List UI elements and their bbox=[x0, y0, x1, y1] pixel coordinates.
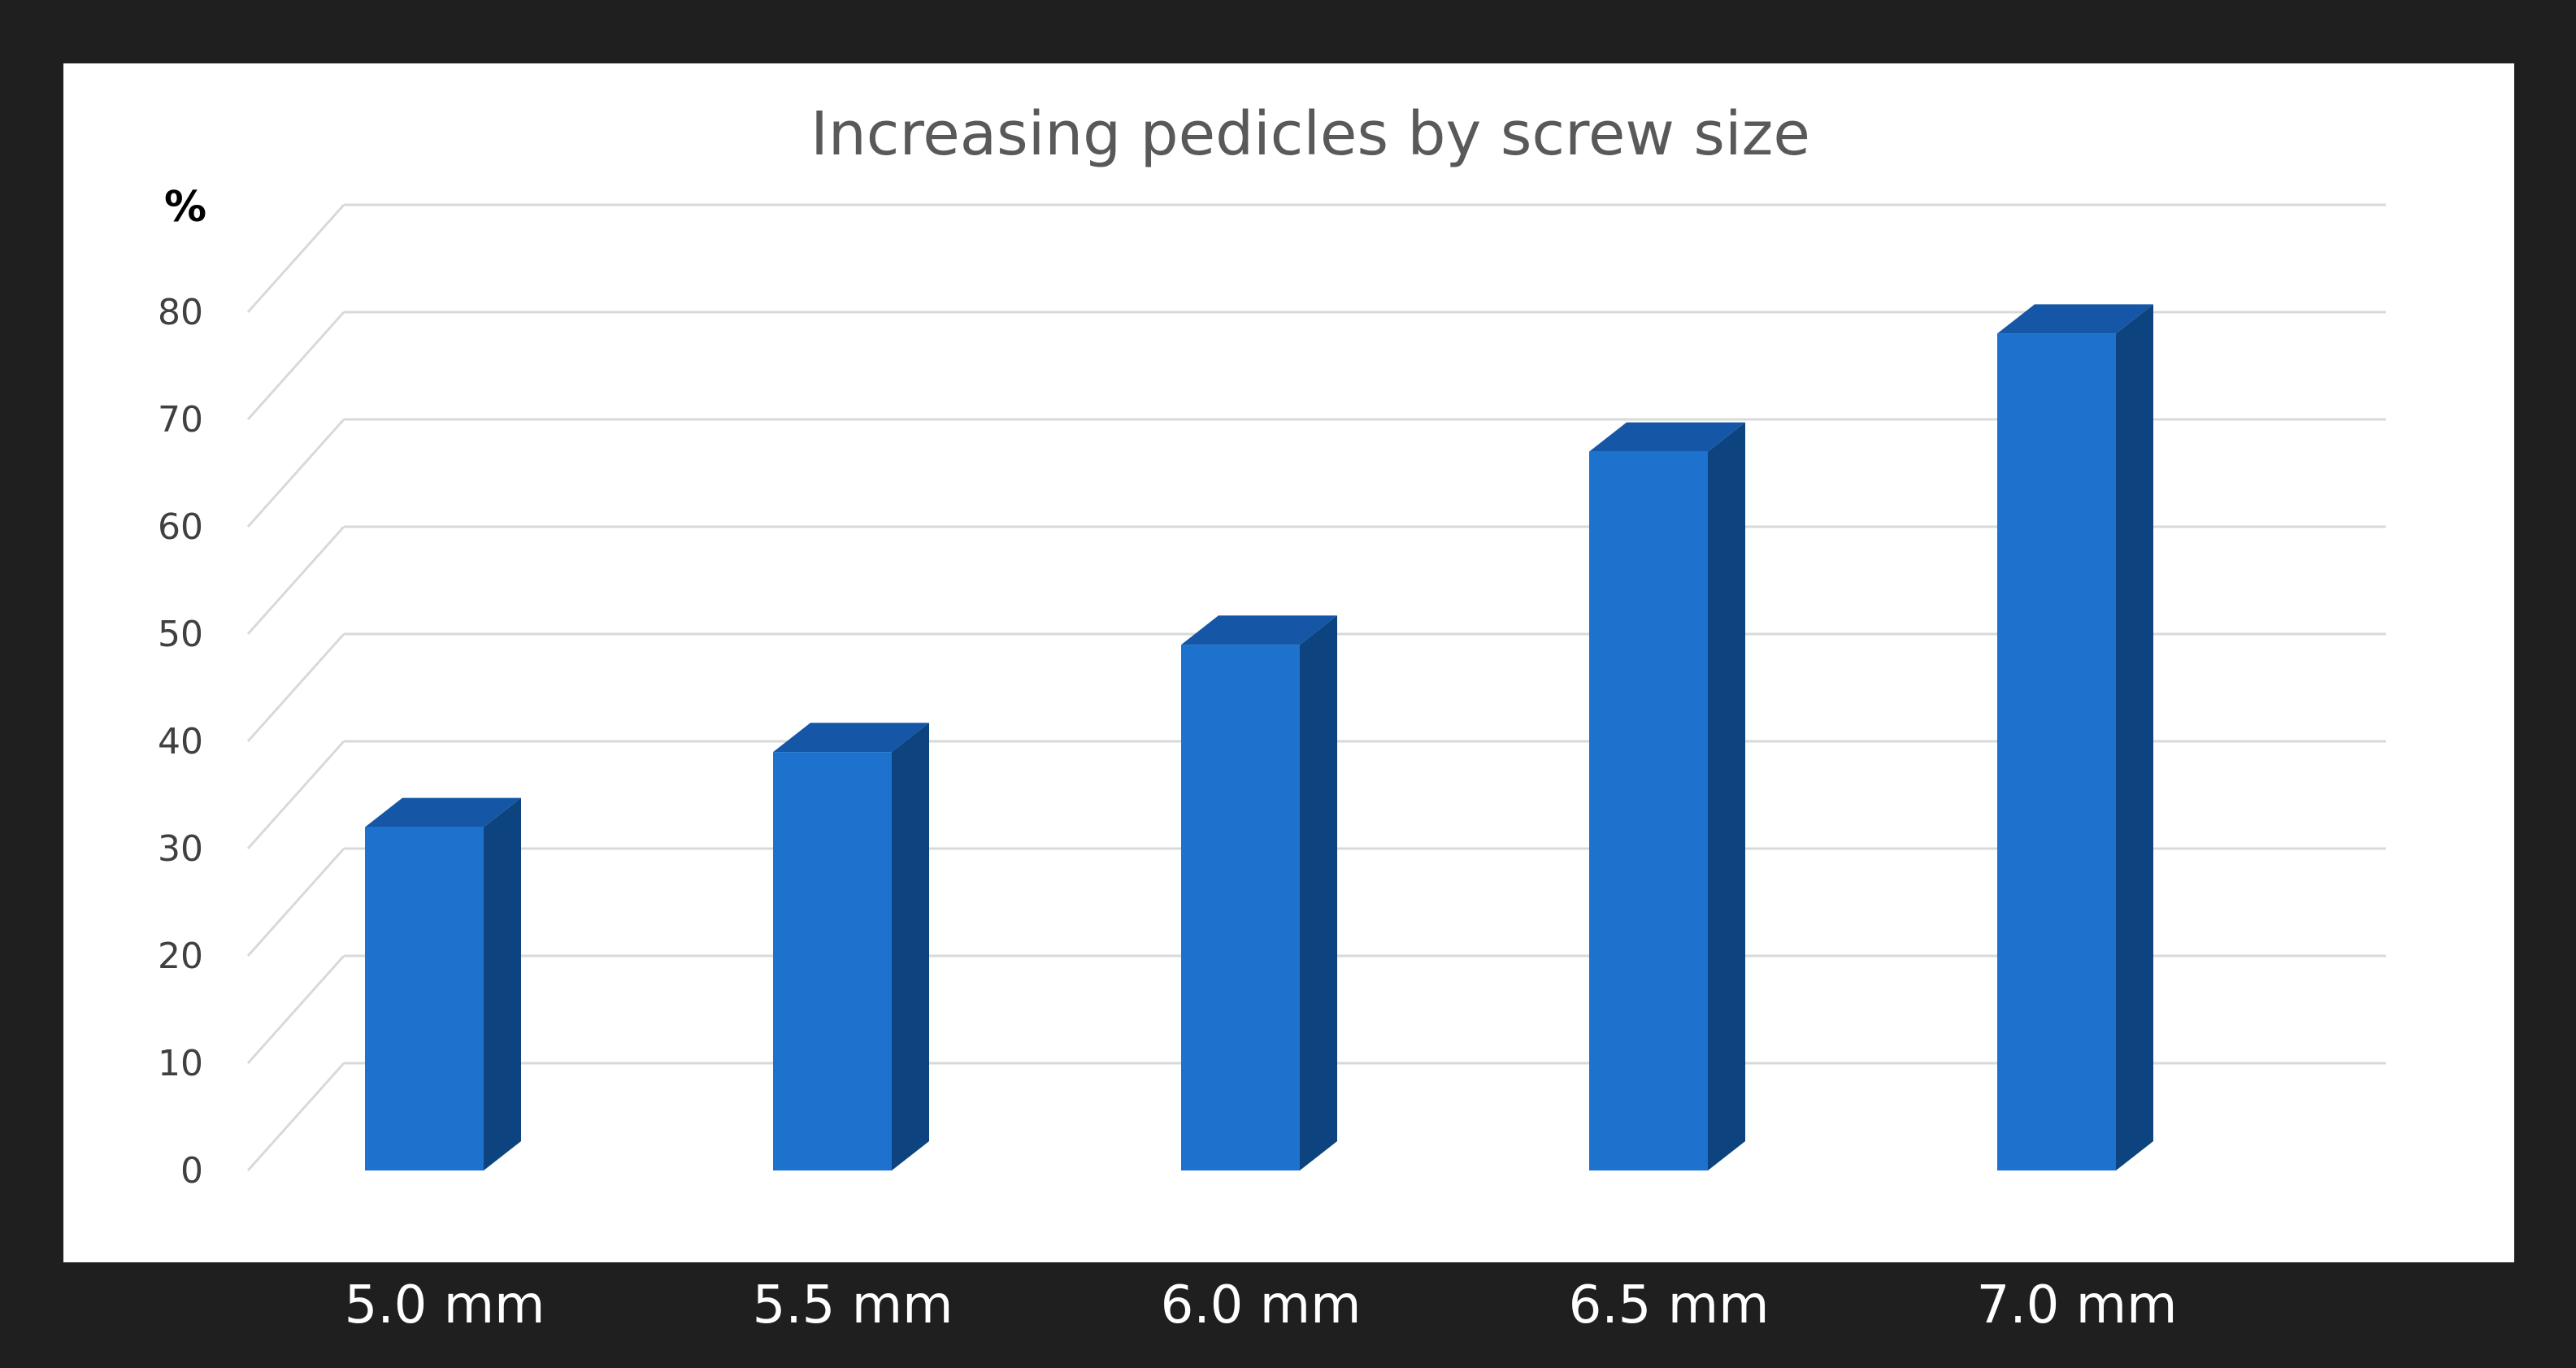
bar-front bbox=[773, 752, 892, 1170]
x-tick-label: 6.5 mm bbox=[1569, 1275, 1770, 1335]
x-tick-label: 5.0 mm bbox=[345, 1275, 545, 1335]
y-tick-label: 50 bbox=[158, 614, 203, 655]
chart-title: Increasing pedicles by screw size bbox=[810, 99, 1810, 169]
bar-top bbox=[365, 797, 521, 827]
y-tick-label: 70 bbox=[158, 399, 203, 441]
y-tick-label: 80 bbox=[158, 292, 203, 333]
bar bbox=[365, 797, 521, 1170]
bar bbox=[1997, 304, 2153, 1170]
y-axis-unit: % bbox=[164, 183, 206, 232]
x-tick-label: 7.0 mm bbox=[1977, 1275, 2178, 1335]
y-tick-label: 0 bbox=[180, 1150, 203, 1192]
gridline-diagonal-10 bbox=[246, 955, 345, 1064]
gridline-diagonal-0 bbox=[246, 1062, 345, 1171]
y-tick-label: 60 bbox=[158, 506, 203, 548]
bar-side bbox=[1300, 615, 1337, 1170]
x-tick-label: 5.5 mm bbox=[753, 1275, 954, 1335]
y-axis-ticks: 0 10 20 30 40 50 60 70 80 bbox=[158, 292, 203, 1192]
bar-side bbox=[484, 797, 521, 1170]
y-tick-label: 10 bbox=[158, 1043, 203, 1084]
bar-top bbox=[773, 723, 929, 753]
bar-side bbox=[2116, 304, 2153, 1170]
gridline-diagonal-50 bbox=[246, 526, 345, 635]
bar-front bbox=[1997, 333, 2116, 1170]
bar bbox=[1181, 615, 1337, 1170]
bar-side bbox=[892, 723, 929, 1170]
bar bbox=[773, 723, 929, 1170]
x-tick-label: 6.0 mm bbox=[1161, 1275, 1362, 1335]
bars bbox=[365, 304, 2153, 1170]
bar-front bbox=[1181, 645, 1300, 1170]
bar bbox=[1589, 422, 1745, 1170]
gridline-diagonal-80 bbox=[246, 204, 345, 313]
gridline-diagonal-60 bbox=[246, 419, 345, 528]
gridline-diagonal-70 bbox=[246, 311, 345, 420]
gridline-diagonal-30 bbox=[246, 740, 345, 849]
bar-side bbox=[1708, 422, 1745, 1170]
bar-top bbox=[1181, 615, 1337, 645]
gridline-diagonal-20 bbox=[246, 848, 345, 957]
y-tick-label: 20 bbox=[158, 936, 203, 977]
bar-top bbox=[1997, 304, 2153, 334]
gridline-diagonal-40 bbox=[246, 633, 345, 742]
x-axis-ticks: 5.0 mm 5.5 mm 6.0 mm 6.5 mm 7.0 mm bbox=[345, 1275, 2178, 1335]
bar-top bbox=[1589, 422, 1745, 452]
y-tick-label: 30 bbox=[158, 828, 203, 870]
bar-front bbox=[1589, 451, 1708, 1170]
bar-front bbox=[365, 827, 484, 1170]
y-tick-label: 40 bbox=[158, 721, 203, 762]
